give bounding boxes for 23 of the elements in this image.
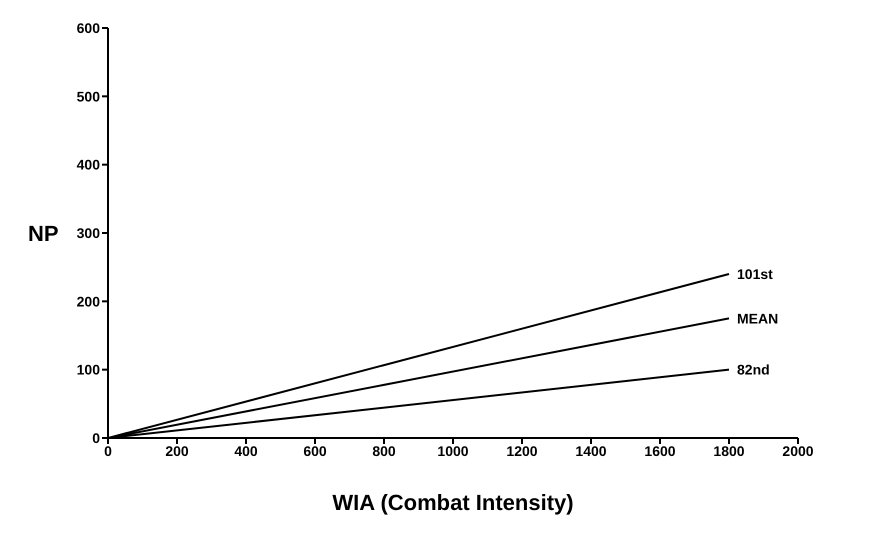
series-label: 101st (737, 266, 774, 282)
x-tick-label: 1400 (575, 442, 607, 459)
x-tick-label: 1000 (437, 442, 469, 459)
x-tick-label: 200 (165, 442, 189, 459)
x-tick-label: 800 (372, 442, 396, 459)
x-tick-label: 0 (104, 442, 112, 459)
y-tick-label: 500 (76, 88, 100, 104)
y-tick-label: 600 (76, 20, 100, 36)
y-tick-label: 200 (76, 293, 100, 310)
series-label: 82nd (737, 362, 770, 378)
x-tick-label: 400 (234, 442, 258, 459)
series-label: MEAN (737, 310, 778, 326)
y-tick-label: 400 (76, 156, 100, 173)
y-tick-label: 0 (92, 430, 100, 446)
y-axis-title: NP (28, 220, 59, 246)
x-tick-label: 1800 (713, 442, 745, 459)
x-tick-label: 600 (303, 442, 327, 459)
x-axis-title: WIA (Combat Intensity) (332, 490, 574, 515)
y-tick-label: 300 (76, 224, 100, 241)
x-tick-label: 2000 (782, 442, 814, 459)
y-tick-label: 100 (76, 362, 100, 378)
x-tick-label: 1200 (506, 442, 538, 459)
x-tick-label: 1600 (644, 442, 676, 459)
